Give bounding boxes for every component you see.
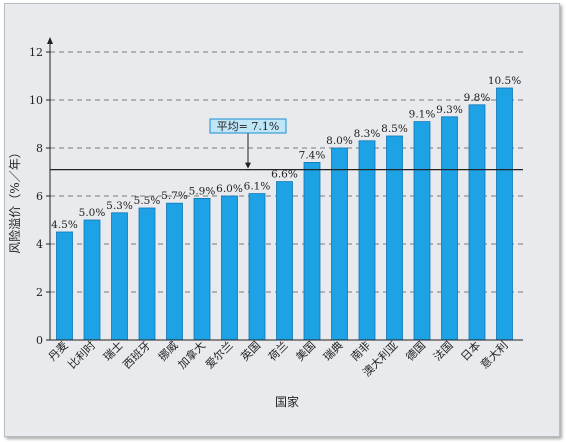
y-axis-arrow	[47, 37, 53, 44]
bar-2	[111, 212, 128, 341]
value-label-7: 6.1%	[244, 181, 271, 193]
y-tick-label-6: 6	[36, 190, 43, 203]
bar-7	[248, 193, 266, 341]
category-label-1: 比利时	[66, 339, 99, 372]
category-label-13: 德国	[403, 338, 428, 363]
bar-4	[166, 202, 183, 341]
bar-6	[221, 195, 238, 341]
category-label-9: 美国	[293, 339, 318, 364]
average-annotation: 平均= 7.1%	[50, 118, 523, 171]
y-tick-label-8: 8	[36, 142, 43, 155]
bar-10	[331, 147, 348, 341]
value-label-12: 8.5%	[381, 123, 408, 135]
category-label-6: 爱尔兰	[203, 339, 236, 372]
bar-1	[83, 219, 101, 341]
x-axis-title: 国家	[275, 394, 299, 409]
value-label-3: 5.5%	[134, 195, 161, 207]
value-label-8: 6.6%	[271, 169, 298, 181]
bar-12	[386, 135, 403, 341]
category-label-10: 瑞典	[320, 338, 345, 363]
y-tick-label-10: 10	[29, 94, 43, 107]
value-label-2: 5.3%	[106, 200, 133, 212]
category-label-16: 意大利	[477, 338, 510, 371]
bar-9	[303, 161, 321, 341]
bar-15	[468, 104, 486, 341]
bar-11	[358, 140, 376, 341]
bar-5	[193, 197, 211, 341]
bar-3	[138, 207, 156, 341]
average-label-box	[209, 118, 287, 134]
bar-16	[496, 87, 513, 341]
value-label-11: 8.3%	[354, 128, 381, 140]
value-label-16: 10.5%	[488, 75, 521, 87]
y-tick-label-12: 12	[29, 46, 43, 59]
category-label-8: 荷兰	[266, 339, 291, 364]
value-label-15: 9.8%	[464, 92, 491, 104]
bar-13	[413, 121, 431, 341]
category-label-7: 英国	[238, 338, 263, 363]
y-tick-label-0: 0	[36, 334, 43, 347]
value-label-1: 5.0%	[79, 207, 106, 219]
value-label-9: 7.4%	[299, 149, 326, 161]
value-label-0: 4.5%	[51, 219, 78, 231]
bar-14	[441, 116, 458, 341]
value-label-10: 8.0%	[326, 135, 353, 147]
value-label-14: 9.3%	[436, 104, 463, 116]
average-arrow-head	[245, 162, 251, 169]
bars: 4.5%5.0%5.3% 5.5% 5.7% 5.9% 6.0% 6.1%6.6%7.4%…	[51, 75, 521, 341]
category-label-5: 加拿大	[175, 338, 208, 371]
y-axis-title: 风险溢价（%／年）	[7, 146, 22, 253]
y-tick-label-2: 2	[36, 286, 43, 299]
category-label-14: 法国	[430, 338, 455, 363]
bar-8	[276, 181, 293, 341]
value-label-4: 5.7%	[161, 190, 188, 202]
category-label-3: 西班牙	[121, 339, 154, 372]
bar-0	[56, 231, 73, 341]
value-label-6: 6.0%	[216, 183, 243, 195]
average-label: 平均= 7.1%	[217, 120, 280, 133]
value-label-13: 9.1%	[409, 109, 436, 121]
value-label-5: 5.9%	[189, 185, 216, 197]
y-tick-label-4: 4	[36, 238, 43, 251]
